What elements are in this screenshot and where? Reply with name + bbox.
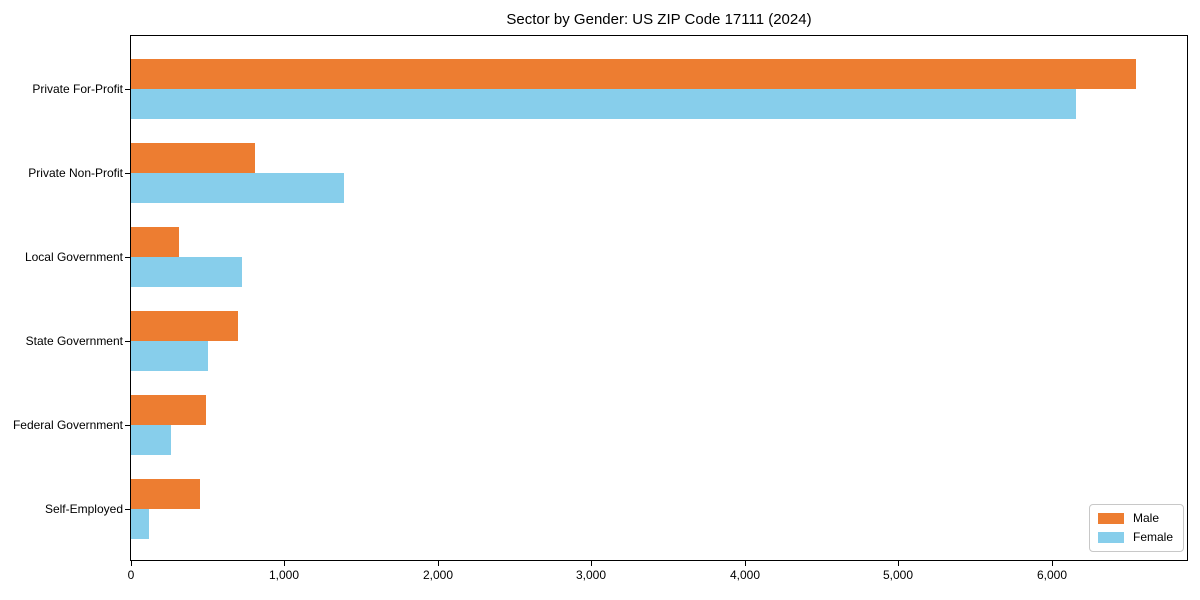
x-tick-mark [591,561,592,566]
y-tick-label: Federal Government [12,418,123,432]
y-tick-mark [125,509,130,510]
y-tick-mark [125,173,130,174]
y-tick-mark [125,89,130,90]
y-tick-label: Private Non-Profit [28,166,123,180]
bar-male-private-non-profit [131,143,255,173]
y-tick-label: Private For-Profit [32,82,123,96]
x-tick-mark [438,561,439,566]
bar-female-federal-government [131,425,171,455]
x-tick-label: 1,000 [268,568,300,582]
bar-male-federal-government [131,395,206,425]
bar-male-self-employed [131,479,200,509]
chart-title: Sector by Gender: US ZIP Code 17111 (202… [506,11,812,28]
legend-swatch-female [1097,532,1124,543]
x-tick-label: 5,000 [882,568,914,582]
legend-entry-female: Female [1097,530,1173,544]
legend: Male Female [1088,504,1184,552]
y-tick-mark [125,341,130,342]
x-tick-label: 3,000 [575,568,607,582]
bar-male-private-for-profit [131,59,1136,89]
x-tick-mark [898,561,899,566]
bar-female-private-non-profit [131,173,344,203]
legend-label-female: Female [1132,530,1173,544]
y-tick-mark [125,257,130,258]
x-tick-label: 4,000 [729,568,761,582]
x-tick-label: 2,000 [422,568,454,582]
bar-female-self-employed [131,509,149,539]
legend-label-male: Male [1132,511,1159,525]
y-tick-label: Self-Employed [44,502,123,516]
x-tick-mark [745,561,746,566]
y-tick-label: State Government [25,334,123,348]
x-tick-mark [131,561,132,566]
bar-male-local-government [131,227,179,257]
bar-female-local-government [131,257,242,287]
y-tick-mark [125,425,130,426]
bar-female-private-for-profit [131,89,1076,119]
x-tick-label: 6,000 [1036,568,1068,582]
legend-swatch-male [1097,513,1124,524]
bar-female-state-government [131,341,208,371]
x-tick-mark [1052,561,1053,566]
x-tick-mark [284,561,285,566]
y-tick-label: Local Government [24,250,123,264]
x-tick-label: 0 [127,568,135,582]
bar-male-state-government [131,311,238,341]
plot-area: Male Female [130,35,1188,561]
legend-entry-male: Male [1097,511,1173,525]
